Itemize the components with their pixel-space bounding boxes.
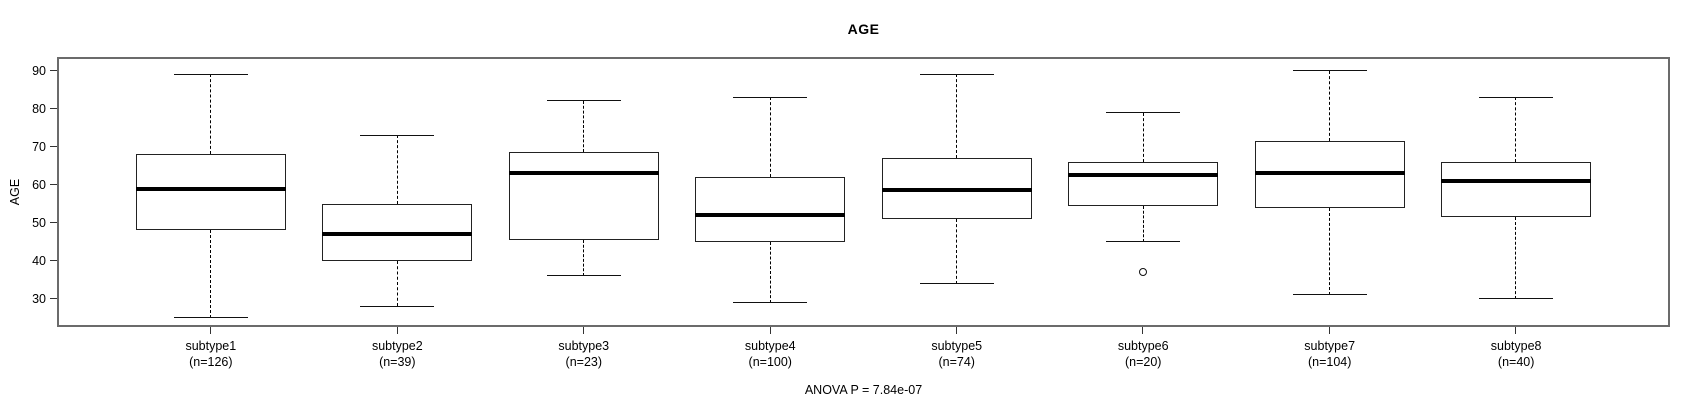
whisker-upper-line	[583, 101, 585, 153]
whisker-upper-cap	[360, 134, 435, 136]
whisker-lower-cap	[733, 301, 808, 303]
y-tick-mark	[50, 145, 57, 147]
chart-title: AGE	[847, 21, 880, 37]
y-tick-label: 90	[32, 63, 46, 78]
x-axis-group-label: subtype6	[1117, 339, 1169, 353]
outlier-point	[1138, 267, 1147, 276]
whisker-lower-cap	[1479, 298, 1554, 300]
x-tick-mark	[583, 327, 585, 334]
x-tick-mark	[1328, 327, 1330, 334]
whisker-lower-cap	[546, 275, 621, 277]
x-axis-group-label: subtype2	[371, 339, 423, 353]
x-axis-group-count: (n=126)	[189, 355, 233, 369]
plot-area	[57, 57, 1670, 327]
y-tick-label: 70	[32, 139, 46, 154]
whisker-lower-cap	[360, 305, 435, 307]
x-tick-mark	[396, 327, 398, 334]
whisker-upper-line	[769, 97, 771, 178]
y-tick-mark	[50, 184, 57, 186]
x-tick-mark	[210, 327, 212, 334]
y-tick-mark	[50, 260, 57, 262]
box	[1068, 161, 1219, 206]
whisker-lower-line	[583, 239, 585, 277]
x-tick-mark	[1142, 327, 1144, 334]
x-tick-mark	[1515, 327, 1517, 334]
whisker-lower-line	[1142, 205, 1144, 242]
x-axis-group-count: (n=20)	[1124, 355, 1162, 369]
x-axis-group-count: (n=104)	[1307, 355, 1352, 369]
y-tick-label: 80	[32, 101, 46, 116]
x-axis-group-count: (n=40)	[1497, 355, 1535, 369]
whisker-lower-line	[210, 230, 212, 318]
whisker-upper-line	[396, 135, 398, 204]
whisker-lower-line	[956, 219, 958, 284]
whisker-upper-cap	[1106, 111, 1181, 113]
x-axis-group-label: subtype8	[1490, 339, 1542, 353]
x-axis-group-count: (n=100)	[748, 355, 792, 369]
box	[508, 152, 659, 240]
x-tick-mark	[955, 327, 957, 334]
whisker-upper-line	[1142, 112, 1144, 162]
y-tick-mark	[50, 107, 57, 109]
median-line	[881, 188, 1032, 193]
y-tick-label: 30	[32, 291, 46, 306]
whisker-upper-cap	[1292, 69, 1367, 71]
whisker-lower-cap	[1292, 294, 1367, 296]
x-tick-mark	[769, 327, 771, 334]
y-tick-mark	[50, 222, 57, 224]
whisker-upper-cap	[733, 96, 808, 98]
median-line	[322, 232, 473, 237]
x-axis-group-label: subtype3	[558, 339, 610, 353]
whisker-upper-cap	[919, 73, 994, 75]
median-line	[135, 186, 286, 191]
whisker-upper-cap	[173, 73, 248, 75]
whisker-upper-line	[210, 74, 212, 155]
x-axis-group-count: (n=74)	[938, 355, 975, 369]
y-tick-mark	[50, 69, 57, 71]
whisker-lower-cap	[1106, 241, 1181, 243]
median-line	[1068, 173, 1219, 178]
x-axis-group-label: subtype4	[744, 339, 796, 353]
whisker-lower-line	[1515, 217, 1517, 299]
x-axis-group-label: subtype5	[931, 339, 983, 353]
anova-p-text: ANOVA P = 7.84e-07	[804, 383, 923, 397]
whisker-upper-cap	[1479, 96, 1554, 98]
whisker-lower-cap	[173, 317, 248, 319]
box	[1441, 161, 1592, 218]
whisker-lower-cap	[919, 282, 994, 284]
whisker-lower-line	[769, 241, 771, 303]
y-tick-label: 40	[32, 253, 46, 268]
whisker-lower-line	[396, 260, 398, 307]
box	[135, 154, 286, 231]
x-axis-group-count: (n=39)	[379, 355, 416, 369]
whisker-lower-line	[1328, 207, 1330, 296]
x-axis-group-count: (n=23)	[565, 355, 603, 369]
x-axis-group-label: subtype1	[185, 339, 237, 353]
y-tick-label: 60	[32, 177, 46, 192]
y-tick-label: 50	[32, 215, 46, 230]
whisker-upper-cap	[546, 100, 621, 102]
median-line	[508, 171, 659, 176]
median-line	[695, 213, 846, 218]
median-line	[1254, 171, 1405, 176]
whisker-upper-line	[1515, 97, 1517, 162]
x-axis-group-label: subtype7	[1304, 339, 1356, 353]
median-line	[1441, 178, 1592, 183]
whisker-upper-line	[1328, 70, 1330, 142]
box	[695, 177, 846, 242]
whisker-upper-line	[956, 74, 958, 159]
y-tick-mark	[50, 298, 57, 300]
